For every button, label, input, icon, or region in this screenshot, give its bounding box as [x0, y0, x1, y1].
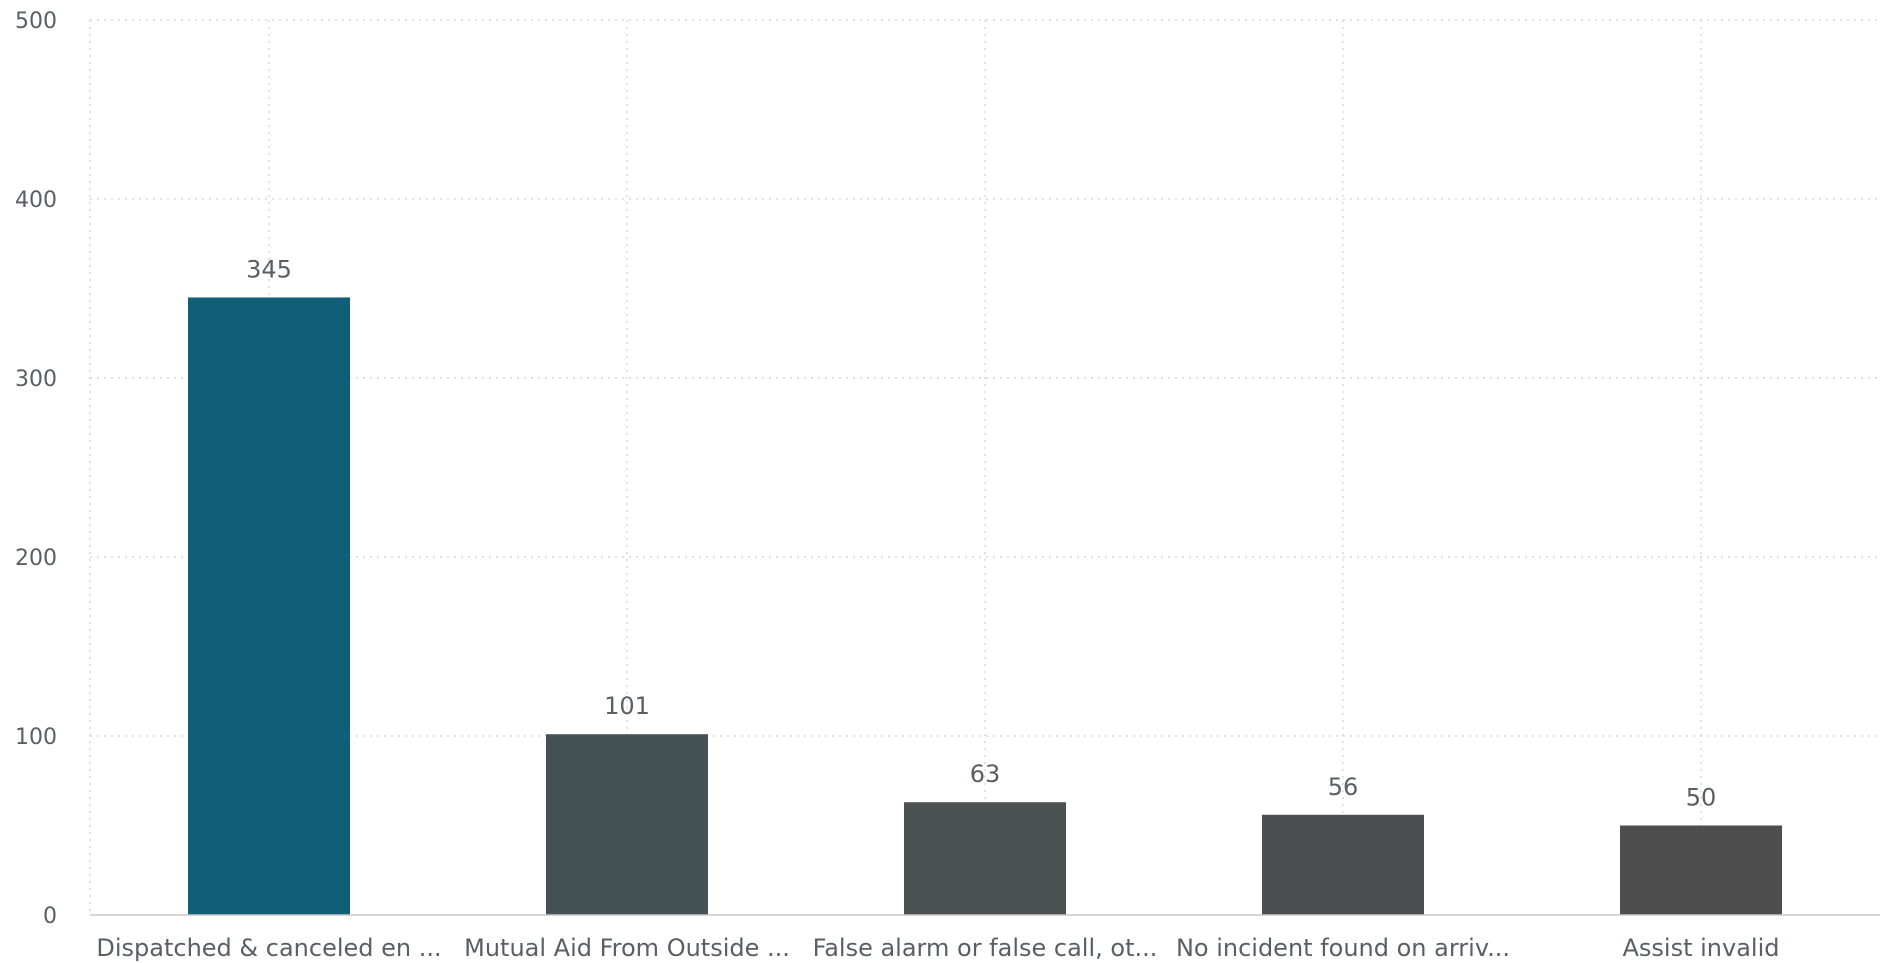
bar[interactable] — [904, 802, 1066, 915]
bar[interactable] — [1262, 814, 1424, 915]
data-labels: 345 101 63 56 50 — [246, 255, 1716, 811]
data-label: 50 — [1686, 784, 1717, 812]
data-label: 101 — [604, 692, 650, 720]
x-tick-label: False alarm or false call, ot... — [813, 934, 1158, 962]
x-tick-label: Dispatched & canceled en ... — [96, 934, 441, 962]
data-label: 345 — [246, 255, 292, 283]
data-label: 63 — [970, 760, 1001, 788]
x-tick-label: Mutual Aid From Outside ... — [464, 934, 790, 962]
gridlines — [89, 19, 1880, 915]
bar[interactable] — [546, 734, 708, 915]
y-tick-label: 400 — [15, 188, 57, 213]
bars — [188, 297, 1782, 915]
data-label: 56 — [1328, 773, 1359, 801]
y-tick-label: 0 — [43, 904, 57, 929]
y-tick-label: 100 — [15, 725, 57, 750]
x-axis-categories: Dispatched & canceled en ... Mutual Aid F… — [96, 934, 1779, 962]
x-tick-label: Assist invalid — [1623, 934, 1780, 962]
y-tick-label: 300 — [15, 367, 57, 392]
y-axis-ticks: 0 100 200 300 400 500 — [15, 9, 57, 929]
bar[interactable] — [188, 297, 350, 915]
y-tick-label: 200 — [15, 546, 57, 571]
y-tick-label: 500 — [15, 9, 57, 34]
bar[interactable] — [1620, 825, 1782, 916]
x-tick-label: No incident found on arriv... — [1176, 934, 1510, 962]
